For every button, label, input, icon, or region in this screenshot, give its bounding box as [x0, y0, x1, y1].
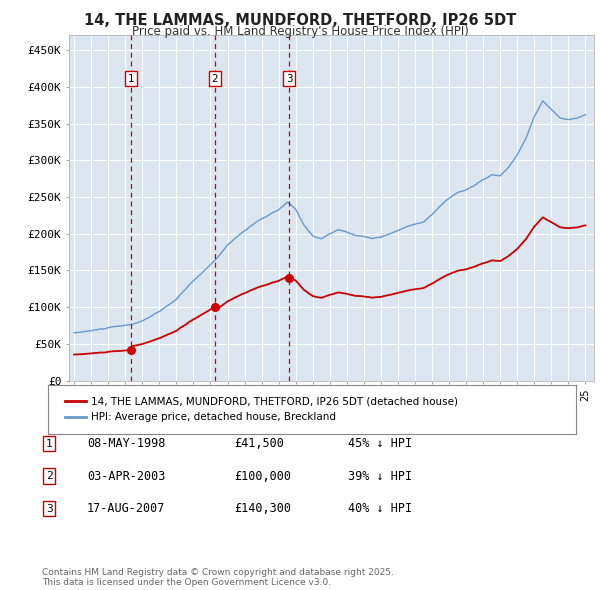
Text: 17-AUG-2007: 17-AUG-2007	[87, 502, 166, 515]
Text: Price paid vs. HM Land Registry's House Price Index (HPI): Price paid vs. HM Land Registry's House …	[131, 25, 469, 38]
Text: 40% ↓ HPI: 40% ↓ HPI	[348, 502, 412, 515]
Text: 08-MAY-1998: 08-MAY-1998	[87, 437, 166, 450]
Text: 45% ↓ HPI: 45% ↓ HPI	[348, 437, 412, 450]
Text: 1: 1	[46, 439, 53, 448]
Text: 2: 2	[46, 471, 53, 481]
Text: 03-APR-2003: 03-APR-2003	[87, 470, 166, 483]
Text: Contains HM Land Registry data © Crown copyright and database right 2025.
This d: Contains HM Land Registry data © Crown c…	[42, 568, 394, 587]
Text: 1: 1	[128, 74, 134, 84]
Text: 2: 2	[211, 74, 218, 84]
Text: 39% ↓ HPI: 39% ↓ HPI	[348, 470, 412, 483]
Text: 3: 3	[286, 74, 293, 84]
Text: £41,500: £41,500	[234, 437, 284, 450]
Text: 14, THE LAMMAS, MUNDFORD, THETFORD, IP26 5DT: 14, THE LAMMAS, MUNDFORD, THETFORD, IP26…	[84, 13, 516, 28]
Legend: 14, THE LAMMAS, MUNDFORD, THETFORD, IP26 5DT (detached house), HPI: Average pric: 14, THE LAMMAS, MUNDFORD, THETFORD, IP26…	[58, 391, 464, 428]
Text: £100,000: £100,000	[234, 470, 291, 483]
Text: 3: 3	[46, 504, 53, 513]
Text: £140,300: £140,300	[234, 502, 291, 515]
